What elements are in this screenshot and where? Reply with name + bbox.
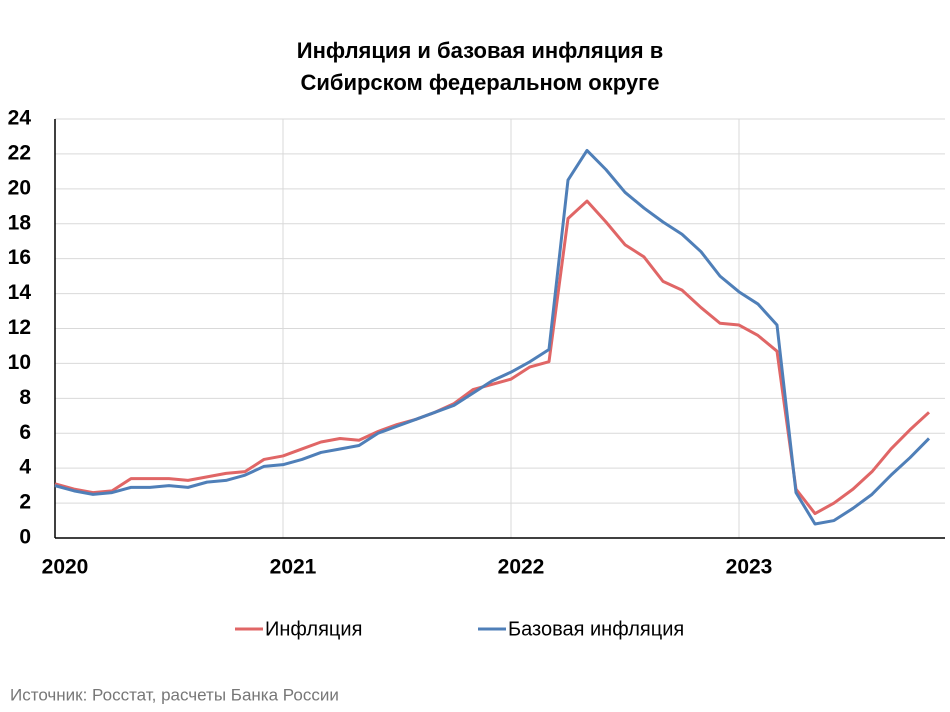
y-tick-label: 4	[19, 456, 31, 479]
series-line	[54, 148, 931, 526]
series-line	[54, 199, 931, 516]
x-tick-label: 2020	[42, 556, 89, 579]
y-tick-label: 12	[8, 316, 31, 339]
y-tick-label: 20	[8, 176, 31, 199]
y-tick-label: 24	[8, 107, 32, 130]
source: Источник: Росстат, расчеты Банка России	[10, 685, 339, 704]
y-tick-label: 10	[8, 351, 31, 374]
legend-label: Базовая инфляция	[508, 618, 684, 640]
y-tick-label: 16	[8, 246, 31, 269]
y-tick-label: 0	[19, 526, 31, 549]
y-tick-label: 2	[19, 491, 31, 514]
chart-title: Сибирском федеральном округе	[300, 70, 659, 95]
y-tick-label: 18	[8, 211, 32, 234]
y-tick-label: 8	[19, 386, 31, 409]
legend-label: Инфляция	[265, 618, 362, 640]
y-tick-label: 6	[19, 421, 31, 444]
y-tick-label: 14	[8, 281, 32, 304]
y-tick-label: 22	[8, 141, 31, 164]
x-tick-label: 2023	[726, 556, 773, 579]
x-tick-label: 2022	[498, 556, 545, 579]
chart-title: Инфляция и базовая инфляция в	[297, 38, 663, 63]
x-tick-label: 2021	[270, 556, 317, 579]
